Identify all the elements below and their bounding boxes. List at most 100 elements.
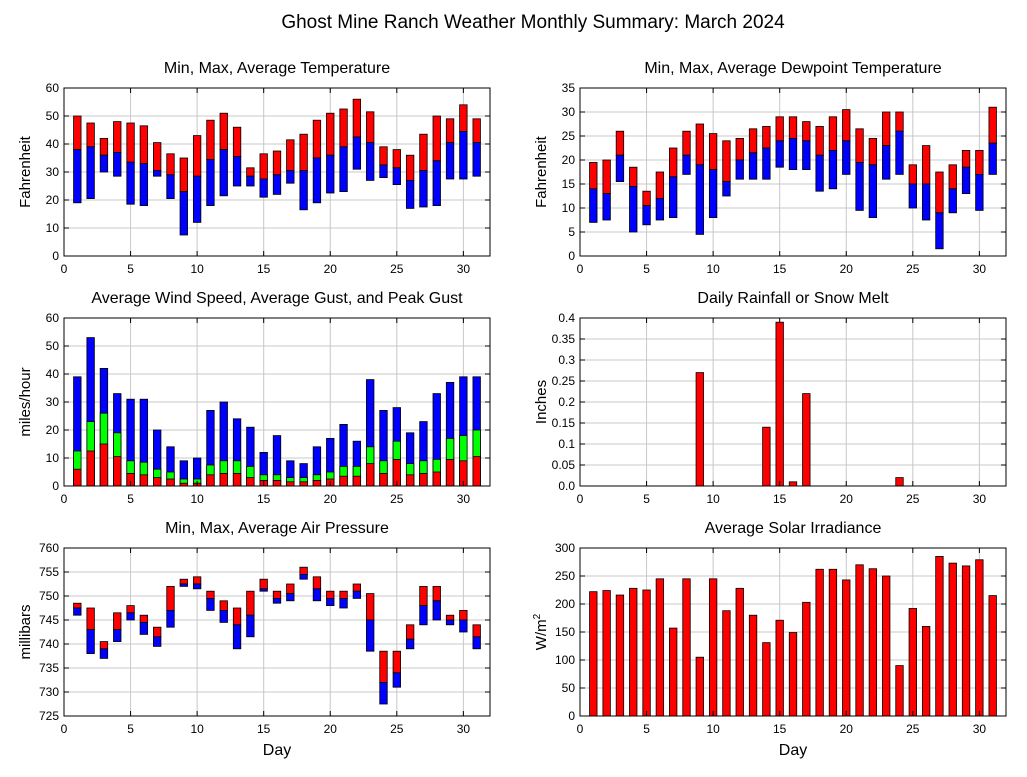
rainfall-ytick-label: 0.3 [558,353,575,367]
pressure-bar-max [179,578,188,585]
temperature-bar-min [192,175,202,223]
pressure-xtick-label: 30 [457,722,471,736]
dewpoint-bar-max [988,106,997,144]
pressure-bar-max [206,590,215,599]
temperature-bar-max [246,167,255,177]
wind-ytick-label: 30 [46,395,60,409]
pressure-ytick-label: 740 [39,637,59,651]
dewpoint-ytick-label: 20 [562,153,576,167]
solar-bar [921,626,931,717]
temperature-ytick-label: 40 [46,137,60,151]
pressure-bar-max [259,578,268,590]
pressure-bar-max [192,576,202,585]
temperature-bar-max [366,111,375,144]
wind-xtick-label: 20 [324,492,338,506]
pressure-bar-min [166,610,175,628]
solar-xtick-label: 10 [706,722,720,736]
wind-xtick-label: 15 [257,492,271,506]
rainfall-bar [762,426,771,487]
temperature-bar-max [445,118,455,144]
wind-ytick-label: 60 [46,311,60,325]
pressure-chart-title: Min, Max, Average Air Pressure [165,520,389,537]
wind-xtick-label: 30 [457,492,471,506]
dewpoint-bar-max [815,126,824,156]
dewpoint-bar-min [961,166,971,194]
dewpoint-bar-min [921,183,931,221]
wind-bar-avg-speed [299,481,308,487]
solar-xtick-label: 20 [840,722,854,736]
solar-ytick-label: 0 [568,709,575,723]
temperature-bar-max [272,150,282,176]
pressure-ytick-label: 735 [39,661,59,675]
temperature-bar-max [419,133,428,171]
pressure-bar-min [86,629,95,654]
temperature-ytick-label: 0 [52,249,59,263]
pressure-bar-max [113,612,122,630]
pressure-xtick-label: 0 [61,722,68,736]
pressure-bar-max [339,590,348,599]
wind-xtick-label: 25 [390,492,404,506]
rainfall-chart-title: Daily Rainfall or Snow Melt [697,290,889,307]
dewpoint-xtick-label: 20 [840,262,854,276]
dewpoint-plot-frame [579,87,1007,257]
solar-bar [735,587,744,717]
rainfall-bar [695,372,704,487]
solar-bar [868,568,878,717]
dewpoint-bar-min [748,152,758,180]
rainfall-ytick-label: 0.4 [558,311,575,325]
temperature-ytick-label: 10 [46,221,60,235]
temperature-bar-min [379,164,388,178]
solar-chart-title: Average Solar Irradiance [705,520,882,537]
wind-ylabel: miles/hour [17,367,34,436]
pressure-bar-max [286,583,295,595]
rainfall-bar [775,321,784,487]
pressure-bar-min [405,638,415,650]
wind-ytick-label: 0 [52,479,59,493]
temperature-bar-max [153,142,162,172]
pressure-bar-min [379,682,388,705]
rainfall-xtick-label: 30 [973,492,987,506]
temperature-bar-min [126,161,135,205]
temperature-bar-min [86,146,95,200]
temperature-bar-max [179,157,188,192]
dewpoint-bar-max [842,109,851,142]
temperature-xtick-label: 10 [190,262,204,276]
temperature-bar-min [339,146,348,193]
pressure-bar-max [352,583,362,592]
dewpoint-bar-min [948,188,957,214]
rainfall-xtick-label: 10 [706,492,720,506]
pressure-bar-max [459,610,468,621]
solar-bar [882,575,891,717]
pressure-bar-min [472,636,481,650]
dewpoint-bar-max [602,159,611,194]
wind-ytick-label: 20 [46,423,60,437]
pressure-bar-max [232,607,242,626]
dewpoint-bar-max [855,128,864,163]
solar-bar [788,632,798,717]
dewpoint-bar-max [748,128,758,154]
dewpoint-bar-min [695,164,704,235]
dewpoint-bar-min [722,181,731,197]
wind-bar-avg-speed [419,472,428,487]
temperature-bar-max [379,146,388,166]
temperature-bar-min [459,130,468,180]
pressure-bar-max [166,586,175,611]
rainfall-xtick-label: 5 [643,492,650,506]
dewpoint-bar-max [589,161,598,190]
dewpoint-ytick-label: 35 [562,81,576,95]
pressure-bar-min [352,590,362,599]
pressure-bar-min [445,619,455,626]
wind-bar-avg-speed [73,468,82,487]
solar-bar [669,627,678,717]
solar-ytick-label: 100 [555,653,575,667]
dewpoint-bar-min [589,188,598,223]
dewpoint-ytick-label: 25 [562,129,576,143]
temperature-xtick-label: 0 [61,262,68,276]
temperature-ytick-label: 20 [46,193,60,207]
solar-bar [762,642,771,717]
temperature-bar-min [166,174,175,200]
temperature-xtick-label: 15 [257,262,271,276]
temperature-bar-min [352,136,362,170]
pressure-xlabel: Day [263,742,291,759]
pressure-bar-min [206,598,215,611]
